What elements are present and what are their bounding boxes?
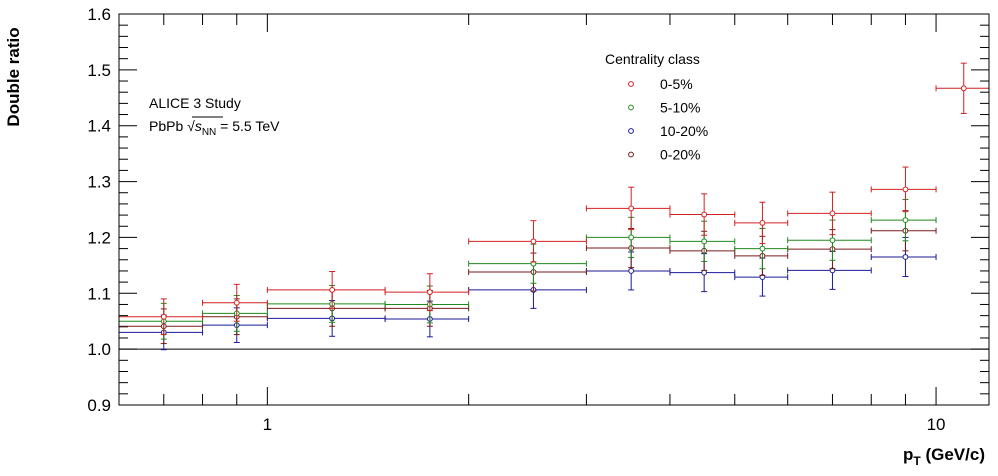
data-point <box>202 283 268 322</box>
legend-marker <box>628 128 634 134</box>
marker <box>960 85 967 92</box>
y-tick-label: 1.0 <box>87 340 111 359</box>
series-0-20% <box>118 210 937 345</box>
marker <box>902 254 909 260</box>
marker <box>701 238 708 245</box>
data-points-layer <box>118 62 990 351</box>
data-point <box>384 273 470 312</box>
marker <box>701 211 708 218</box>
legend-item: 0-5% <box>628 76 693 92</box>
y-tick-label: 1.5 <box>87 61 111 80</box>
marker <box>829 237 836 244</box>
data-point <box>118 298 204 336</box>
x-axis-title-unit: (GeV/c) <box>921 445 985 464</box>
sqrt-symbol: √ <box>187 118 195 134</box>
marker <box>628 268 635 274</box>
annotation-study: ALICE 3 Study <box>149 95 241 111</box>
series-5-10% <box>118 198 937 340</box>
annotation-system: PbPb √sNN = 5.5 TeV <box>149 118 280 138</box>
y-tick-label: 1.1 <box>87 284 111 303</box>
data-point <box>468 243 587 284</box>
marker <box>426 289 433 296</box>
legend-marker <box>628 151 634 158</box>
marker <box>902 217 909 224</box>
plot-frame <box>118 13 990 406</box>
y-tick-label: 1.4 <box>87 117 111 136</box>
data-point <box>734 257 789 297</box>
data-point <box>384 285 470 324</box>
data-point <box>669 193 736 236</box>
x-axis-title-p: p <box>903 445 913 464</box>
data-point <box>266 271 386 309</box>
x-tick-label: 10 <box>927 415 946 434</box>
data-point <box>787 219 872 261</box>
data-point <box>468 252 587 292</box>
legend-item: 0-20% <box>628 147 700 163</box>
data-point <box>935 62 990 114</box>
legend-label: 0-20% <box>660 147 700 163</box>
x-tick-label: 1 <box>263 415 272 434</box>
data-point <box>118 308 204 345</box>
marker <box>829 210 836 217</box>
y-axis-title: Double ratio <box>4 27 23 126</box>
data-point <box>669 230 736 271</box>
axis-ticks: 0.9 1.0 1.1 1.2 1.3 1.4 1.5 1.6 1 10 <box>87 5 989 434</box>
data-point <box>585 186 671 231</box>
y-tick-label: 0.9 <box>87 396 111 415</box>
marker <box>628 234 635 241</box>
legend-label: 0-5% <box>660 76 693 92</box>
data-point <box>468 220 587 263</box>
data-point <box>118 314 204 351</box>
data-point <box>787 250 872 290</box>
legend-marker <box>628 104 634 111</box>
y-tick-label: 1.6 <box>87 5 111 24</box>
data-point <box>266 284 386 323</box>
data-point <box>669 253 736 293</box>
data-point <box>870 236 937 278</box>
data-point <box>384 289 470 327</box>
data-point <box>266 289 386 327</box>
annotation-energy: = 5.5 TeV <box>216 118 280 134</box>
data-point <box>787 191 872 236</box>
legend: 0-5% 5-10% 10-20% 0-20% <box>628 76 708 163</box>
legend-item: 10-20% <box>628 123 708 139</box>
legend-marker <box>628 81 634 87</box>
series-10-20% <box>118 236 937 351</box>
y-tick-label: 1.2 <box>87 228 111 247</box>
marker <box>759 220 766 226</box>
data-point <box>734 235 789 276</box>
data-point <box>266 300 386 337</box>
data-point <box>669 220 736 262</box>
nn-subscript: NN <box>202 127 216 138</box>
data-point <box>734 201 789 245</box>
marker <box>628 205 635 212</box>
legend-label: 10-20% <box>660 123 708 139</box>
marker <box>329 287 336 293</box>
legend-item: 5-10% <box>628 100 700 116</box>
data-point <box>870 210 937 252</box>
data-point <box>787 229 872 270</box>
x-axis-title: pT (GeV/c) <box>903 445 985 468</box>
legend-title: Centrality class <box>605 51 700 67</box>
marker <box>233 299 240 306</box>
series-0-5% <box>118 62 990 336</box>
y-tick-label: 1.3 <box>87 173 111 192</box>
data-point <box>585 227 671 269</box>
data-point <box>734 227 789 270</box>
marker <box>902 186 909 193</box>
data-point <box>384 300 470 338</box>
marker <box>160 313 167 320</box>
marker <box>530 238 537 245</box>
s-symbol: s <box>195 118 202 134</box>
marker <box>759 245 766 252</box>
marker <box>701 269 708 276</box>
x-axis-title-sub: T <box>913 454 921 468</box>
annotation-system-prefix: PbPb <box>149 118 187 134</box>
data-point <box>870 166 937 213</box>
legend-label: 5-10% <box>660 100 700 116</box>
data-point <box>870 198 937 242</box>
data-point <box>468 271 587 309</box>
